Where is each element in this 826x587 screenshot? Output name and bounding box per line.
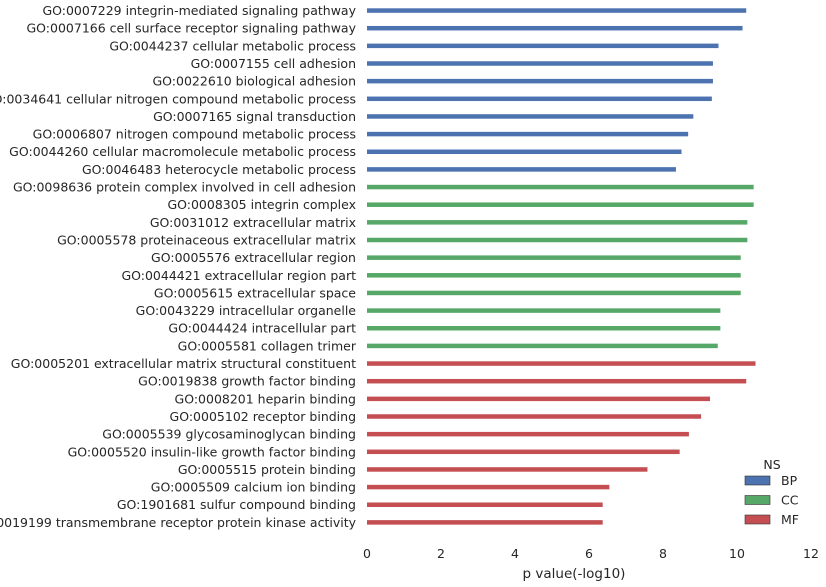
y-tick-label: GO:0005578 proteinaceous extracellular m… bbox=[57, 232, 356, 247]
bar bbox=[367, 343, 718, 349]
y-tick-label: GO:0007166 cell surface receptor signali… bbox=[26, 21, 356, 36]
y-tick-label: GO:0006807 nitrogen compound metabolic p… bbox=[33, 127, 356, 142]
x-tick-label: 6 bbox=[585, 546, 593, 561]
bar bbox=[367, 149, 682, 154]
bar bbox=[367, 326, 721, 331]
bar bbox=[367, 184, 754, 190]
y-tick-label: GO:0007165 signal transduction bbox=[153, 109, 356, 124]
bar bbox=[367, 484, 610, 490]
y-tick-label: GO:0043229 intracellular organelle bbox=[136, 303, 357, 318]
y-tick-label: GO:0005581 collagen trimer bbox=[178, 338, 357, 353]
bar bbox=[367, 378, 747, 384]
legend-label: CC bbox=[781, 493, 799, 508]
x-tick-label: 2 bbox=[437, 546, 445, 561]
y-tick-label: GO:0005509 calcium ion binding bbox=[151, 480, 356, 495]
bar bbox=[367, 467, 648, 472]
y-tick-label: GO:0044421 extracellular region part bbox=[121, 268, 356, 283]
y-tick-label: GO:0005576 extracellular region bbox=[151, 250, 356, 265]
y-tick-label: GO:0008305 integrin complex bbox=[167, 197, 356, 212]
bar bbox=[367, 237, 748, 243]
bar bbox=[367, 396, 710, 402]
bar bbox=[367, 78, 713, 84]
y-tick-label: GO:0044260 cellular macromolecule metabo… bbox=[9, 144, 356, 159]
bar bbox=[367, 308, 721, 313]
bar bbox=[367, 25, 743, 31]
y-tick-labels: GO:0007229 integrin-mediated signaling p… bbox=[0, 3, 357, 530]
legend: NS BP CC MF bbox=[744, 457, 799, 527]
bar bbox=[367, 290, 741, 296]
y-tick-label: GO:0098636 protein complex involved in c… bbox=[13, 180, 356, 195]
bar bbox=[367, 361, 756, 366]
legend-label: MF bbox=[781, 512, 799, 527]
bar bbox=[367, 96, 712, 102]
bar bbox=[367, 220, 748, 225]
y-tick-label: GO:0005615 extracellular space bbox=[154, 285, 356, 300]
x-tick-labels: 0 2 4 6 8 10 12 bbox=[363, 546, 819, 561]
legend-label: BP bbox=[781, 473, 798, 488]
y-tick-label: GO:0005201 extracellular matrix structur… bbox=[11, 356, 356, 371]
x-tick-label: 0 bbox=[363, 546, 371, 561]
y-tick-label: GO:0005539 glycosaminoglycan binding bbox=[102, 427, 356, 442]
bars-group bbox=[367, 8, 756, 525]
bar bbox=[367, 414, 702, 419]
bar bbox=[367, 114, 694, 119]
bar bbox=[367, 131, 689, 137]
y-tick-label: GO:0034641 cellular nitrogen compound me… bbox=[0, 91, 356, 106]
bar bbox=[367, 273, 741, 278]
y-tick-label: GO:0007155 cell adhesion bbox=[191, 56, 356, 71]
bar bbox=[367, 255, 741, 260]
bar bbox=[367, 8, 747, 13]
y-tick-label: GO:1901681 sulfur compound binding bbox=[117, 497, 356, 512]
y-tick-label: GO:0019838 growth factor binding bbox=[138, 374, 356, 389]
y-tick-label: GO:0007229 integrin-mediated signaling p… bbox=[42, 3, 356, 18]
y-tick-label: GO:0044237 cellular metabolic process bbox=[109, 38, 356, 53]
bar bbox=[367, 502, 603, 507]
legend-swatch bbox=[744, 495, 771, 505]
y-tick-label: GO:0019199 transmembrane receptor protei… bbox=[0, 515, 357, 530]
y-tick-label: GO:0008201 heparin binding bbox=[175, 391, 356, 406]
bar bbox=[367, 43, 719, 49]
legend-swatch bbox=[744, 514, 771, 525]
x-tick-label: 4 bbox=[511, 546, 519, 561]
x-tick-label: 10 bbox=[729, 546, 745, 561]
x-axis-title: p value(-log10) bbox=[523, 566, 626, 582]
bar bbox=[367, 61, 713, 66]
x-tick-label: 12 bbox=[803, 546, 819, 561]
y-tick-label: GO:0022610 biological adhesion bbox=[153, 74, 357, 89]
bar bbox=[367, 520, 603, 525]
y-tick-label: GO:0044424 intracellular part bbox=[168, 321, 356, 336]
x-tick-label: 8 bbox=[659, 546, 667, 561]
bar bbox=[367, 449, 680, 455]
bar bbox=[367, 167, 676, 172]
legend-swatch bbox=[744, 475, 771, 486]
y-tick-label: GO:0031012 extracellular matrix bbox=[150, 215, 356, 230]
y-tick-label: GO:0046483 heterocycle metabolic process bbox=[82, 162, 356, 177]
y-tick-label: GO:0005102 receptor binding bbox=[170, 409, 356, 424]
bar bbox=[367, 202, 754, 207]
y-tick-label: GO:0005520 insulin-like growth factor bi… bbox=[68, 444, 356, 459]
y-tick-label: GO:0005515 protein binding bbox=[178, 462, 356, 477]
bar bbox=[367, 431, 689, 437]
legend-title: NS bbox=[763, 457, 780, 472]
